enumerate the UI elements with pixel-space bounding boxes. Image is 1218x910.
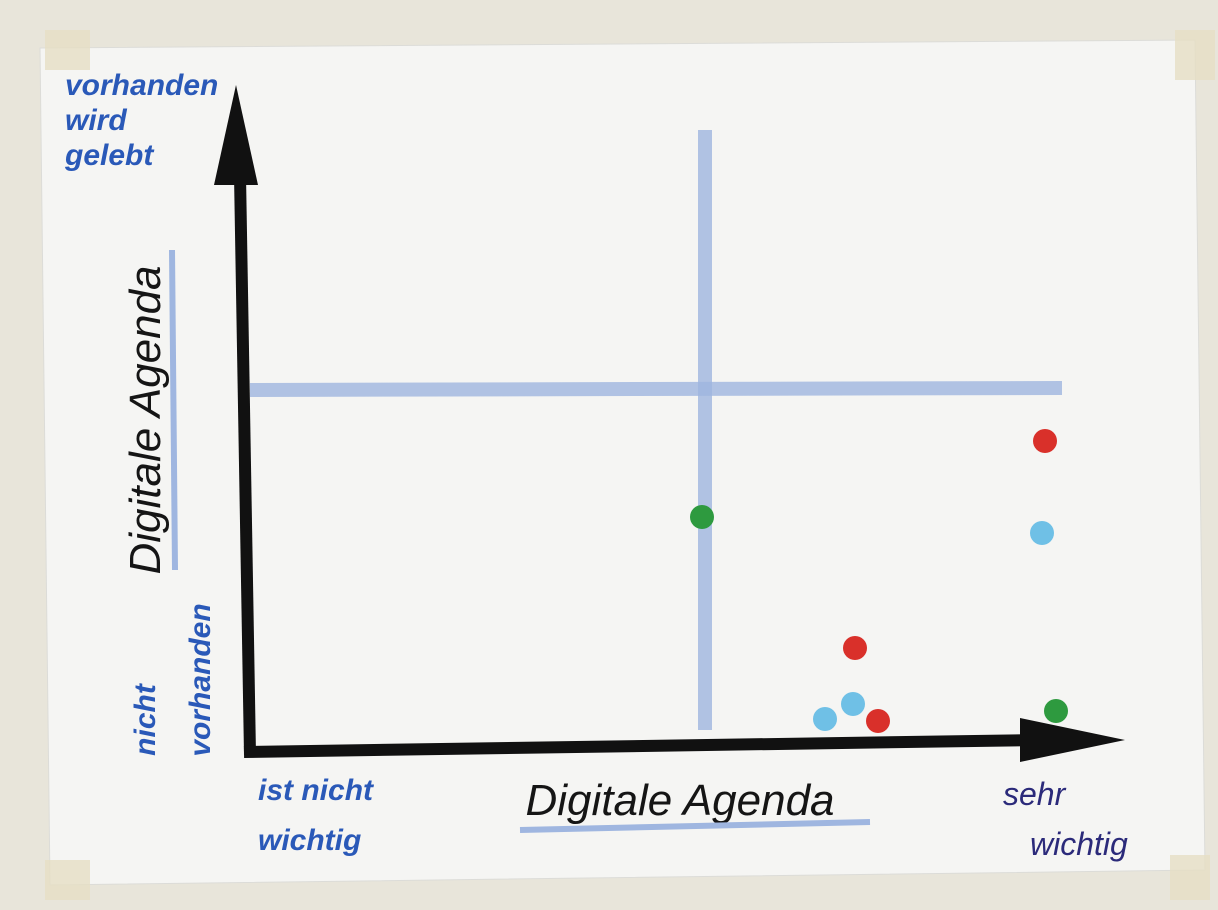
tape	[45, 860, 90, 900]
y-top-label: wird	[65, 104, 127, 137]
sticker	[1030, 521, 1054, 545]
x-right-label: sehr	[1003, 776, 1067, 812]
x-left-label: ist nicht	[258, 774, 375, 807]
tape	[1170, 855, 1210, 900]
x-left-label: wichtig	[258, 824, 361, 857]
underline	[519, 819, 871, 833]
sticker	[843, 636, 867, 660]
y-bottom-label: nicht	[129, 682, 162, 756]
x-axis	[243, 734, 1041, 758]
sticker	[1044, 699, 1068, 723]
y-top-label: gelebt	[64, 139, 155, 172]
y-axis-title: Digitale Agenda	[121, 265, 170, 574]
y-top-label: vorhanden	[65, 69, 218, 102]
tape	[1175, 30, 1215, 80]
y-bottom-label: vorhanden	[184, 603, 217, 756]
sticker	[813, 707, 837, 731]
tape	[45, 30, 90, 70]
sticker	[1033, 429, 1057, 453]
y-axis	[234, 174, 256, 756]
underline	[169, 249, 178, 571]
sticker	[866, 709, 890, 733]
x-axis-title: Digitale Agenda	[525, 776, 834, 825]
y-arrow	[214, 85, 258, 185]
horizontal-divider	[249, 381, 1063, 397]
x-arrow	[1020, 718, 1125, 762]
sticker	[690, 505, 714, 529]
sticker	[841, 692, 865, 716]
x-right-label: wichtig	[1030, 826, 1128, 862]
